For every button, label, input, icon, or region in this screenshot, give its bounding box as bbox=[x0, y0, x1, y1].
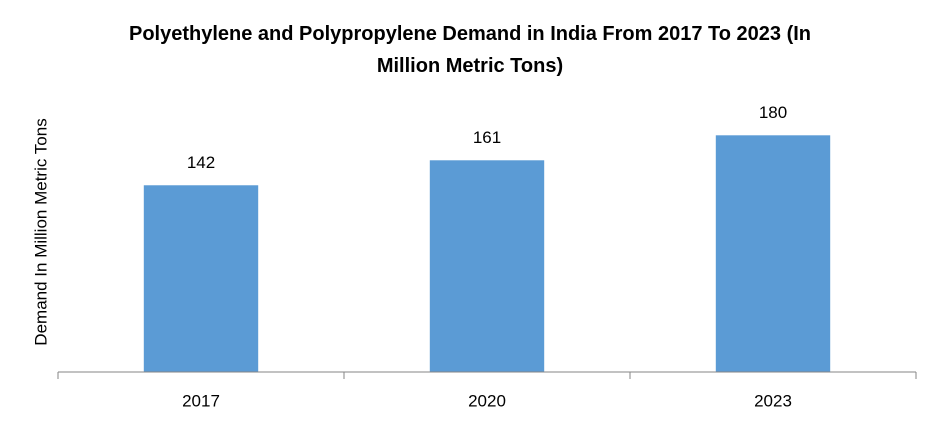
data-label: 142 bbox=[187, 153, 215, 172]
x-tick-label: 2017 bbox=[182, 391, 220, 410]
x-tick-label: 2020 bbox=[468, 391, 506, 410]
data-label: 161 bbox=[473, 128, 501, 147]
chart-title: Polyethylene and Polypropylene Demand in… bbox=[128, 23, 812, 77]
y-axis-label: Demand In Million Metric Tons bbox=[31, 118, 50, 345]
bar bbox=[143, 185, 259, 372]
bar bbox=[429, 160, 545, 372]
bar bbox=[715, 135, 831, 372]
data-label: 180 bbox=[759, 103, 787, 122]
x-tick-label: 2023 bbox=[754, 391, 792, 410]
